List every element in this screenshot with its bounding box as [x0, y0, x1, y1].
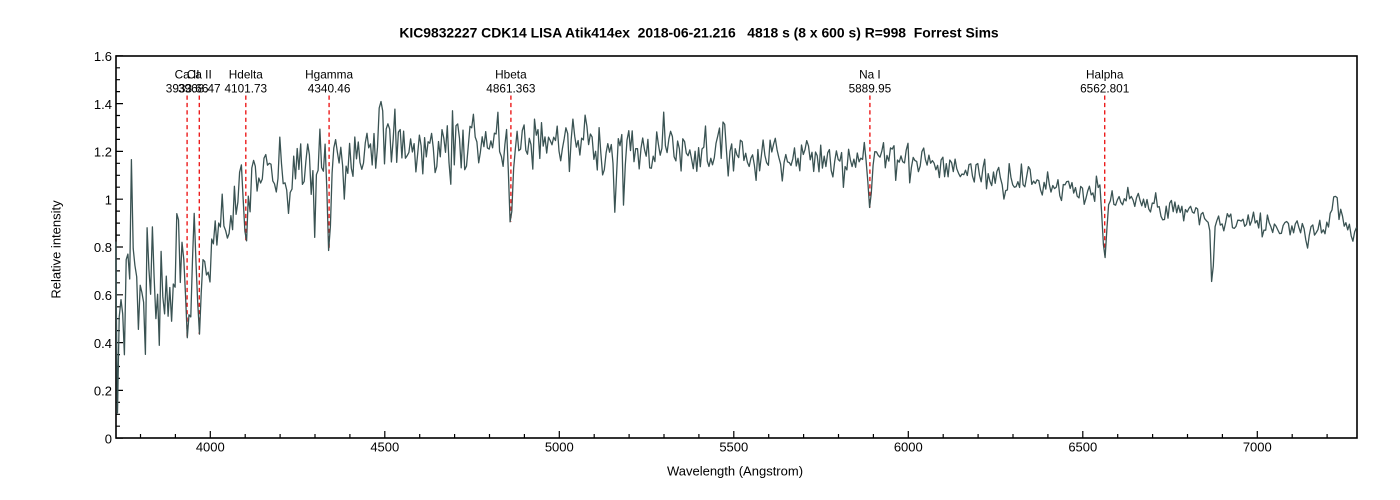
svg-text:4000: 4000	[196, 440, 225, 455]
svg-text:Relative intensity: Relative intensity	[49, 200, 64, 299]
svg-text:6000: 6000	[894, 440, 923, 455]
svg-text:1.6: 1.6	[94, 49, 112, 64]
svg-text:3968.47: 3968.47	[178, 82, 221, 96]
svg-text:5000: 5000	[545, 440, 574, 455]
svg-text:4861.363: 4861.363	[486, 82, 536, 96]
svg-text:0: 0	[105, 431, 112, 446]
svg-text:Hgamma: Hgamma	[305, 68, 353, 82]
svg-text:4101.73: 4101.73	[224, 82, 267, 96]
svg-text:1: 1	[105, 192, 112, 207]
svg-text:Ca II: Ca II	[175, 68, 200, 82]
svg-text:Wavelength (Angstrom): Wavelength (Angstrom)	[667, 464, 803, 479]
svg-text:5889.95: 5889.95	[849, 82, 892, 96]
svg-text:4500: 4500	[370, 440, 399, 455]
svg-text:7000: 7000	[1243, 440, 1272, 455]
svg-text:0.4: 0.4	[94, 336, 112, 351]
svg-text:0.8: 0.8	[94, 240, 112, 255]
svg-text:Hdelta: Hdelta	[229, 68, 264, 82]
svg-text:6562.801: 6562.801	[1080, 82, 1129, 96]
svg-text:0.6: 0.6	[94, 288, 112, 303]
svg-text:Hbeta: Hbeta	[495, 68, 527, 82]
svg-text:KIC9832227 CDK14 LISA Atik414e: KIC9832227 CDK14 LISA Atik414ex 2018-06-…	[399, 25, 999, 41]
svg-text:1.4: 1.4	[94, 97, 112, 112]
svg-text:5500: 5500	[719, 440, 748, 455]
svg-text:0.2: 0.2	[94, 384, 112, 399]
svg-text:3933.66: 3933.66	[166, 82, 209, 96]
svg-text:1.2: 1.2	[94, 145, 112, 160]
svg-text:6500: 6500	[1068, 440, 1097, 455]
svg-text:Ca II: Ca II	[187, 68, 212, 82]
svg-text:Halpha: Halpha	[1086, 68, 1124, 82]
svg-text:Na I: Na I	[859, 68, 881, 82]
svg-text:4340.46: 4340.46	[308, 82, 351, 96]
